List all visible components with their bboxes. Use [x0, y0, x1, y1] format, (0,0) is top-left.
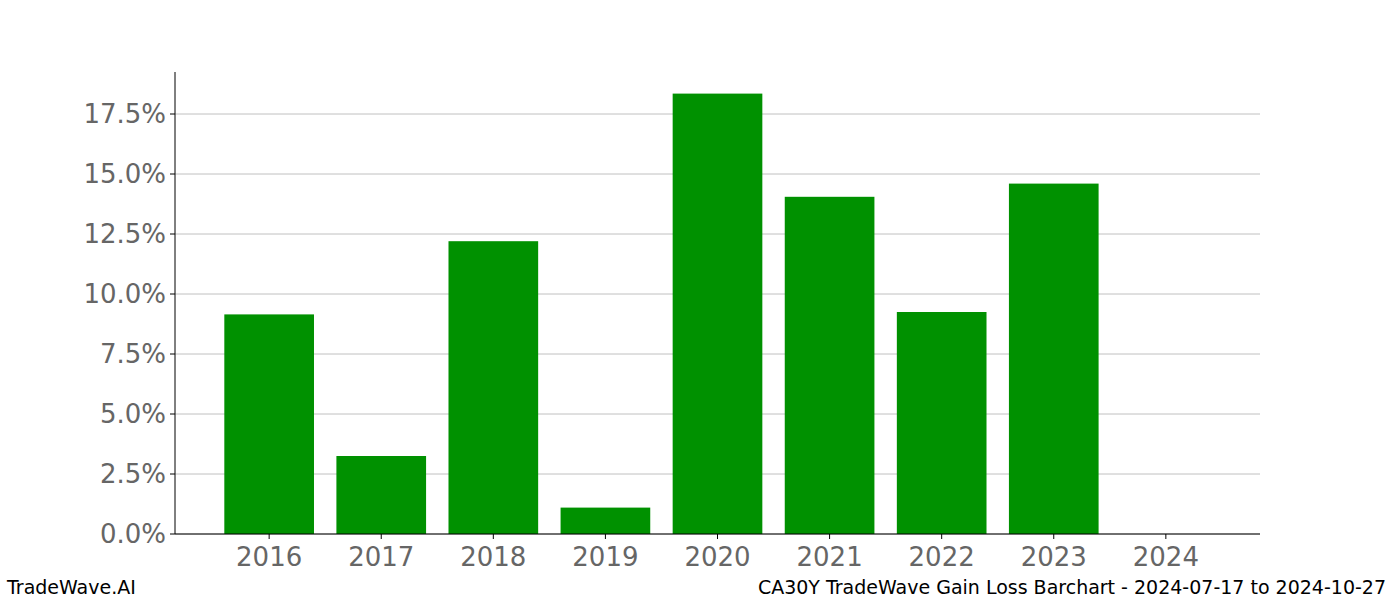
bar: [673, 94, 763, 534]
bar: [561, 508, 651, 534]
bar: [897, 312, 987, 534]
x-tick: [941, 534, 942, 539]
bar: [224, 314, 314, 534]
chart-container: 0.0% 2.5% 5.0% 7.5% 10.0% 12.5% 15.0% 17.5% 2016…: [0, 0, 1400, 600]
y-tick: [170, 174, 175, 175]
y-tick-label: 12.5%: [83, 219, 166, 249]
x-tick: [381, 534, 382, 539]
x-tick-label: 2022: [909, 542, 975, 572]
y-tick-label: 10.0%: [83, 279, 166, 309]
y-tick-label: 17.5%: [83, 99, 166, 129]
y-tick: [170, 294, 175, 295]
x-tick-label: 2019: [572, 542, 638, 572]
bar: [1009, 184, 1099, 534]
y-tick-label: 2.5%: [100, 459, 166, 489]
x-tick: [269, 534, 270, 539]
x-tick: [605, 534, 606, 539]
y-tick: [170, 234, 175, 235]
x-tick: [829, 534, 830, 539]
x-tick-label: 2018: [460, 542, 526, 572]
x-tick: [717, 534, 718, 539]
grid-line: [175, 534, 1260, 535]
bar: [448, 241, 538, 534]
title: CA30Y TradeWave Gain Loss Barchart - 202…: [758, 576, 1386, 598]
x-axis: [175, 534, 1260, 535]
y-tick: [170, 474, 175, 475]
x-tick: [1053, 534, 1054, 539]
x-tick: [493, 534, 494, 539]
x-tick: [1165, 534, 1166, 539]
annotation: TradeWave.AI: [6, 576, 136, 598]
y-tick: [170, 414, 175, 415]
y-tick-label: 15.0%: [83, 159, 166, 189]
bar: [336, 456, 426, 534]
bars: [224, 94, 1098, 534]
y-tick: [170, 114, 175, 115]
x-tick-label: 2020: [684, 542, 750, 572]
x-tick-label: 2017: [348, 542, 414, 572]
chart-svg: 0.0% 2.5% 5.0% 7.5% 10.0% 12.5% 15.0% 17.5% 2016…: [0, 0, 1400, 600]
x-tick-label: 2023: [1021, 542, 1087, 572]
y-tick: [170, 534, 175, 535]
x-tick-label: 2021: [797, 542, 863, 572]
y-axis: [175, 72, 176, 534]
x-tick-label: 2024: [1133, 542, 1199, 572]
y-tick-label: 7.5%: [100, 339, 166, 369]
y-tick-label: 0.0%: [100, 519, 166, 549]
x-tick-label: 2016: [236, 542, 302, 572]
bar: [785, 197, 875, 534]
y-tick-label: 5.0%: [100, 399, 166, 429]
y-tick: [170, 354, 175, 355]
